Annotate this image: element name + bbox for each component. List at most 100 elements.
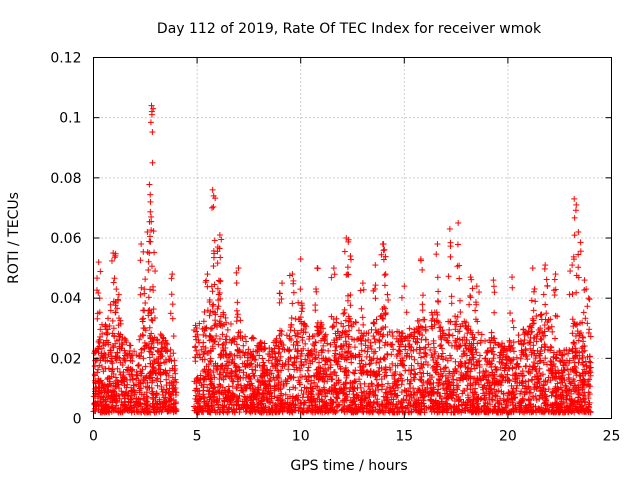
data-point xyxy=(571,232,578,239)
data-point xyxy=(367,360,374,367)
data-point xyxy=(558,352,565,359)
data-point xyxy=(379,241,386,248)
data-point xyxy=(216,335,223,342)
data-point xyxy=(342,328,349,335)
data-point xyxy=(452,358,459,365)
data-point xyxy=(338,354,345,361)
data-point xyxy=(305,364,312,371)
data-point xyxy=(358,347,365,354)
data-point xyxy=(334,361,341,368)
data-point xyxy=(510,348,517,355)
data-point xyxy=(249,366,256,373)
data-point xyxy=(397,375,404,382)
data-point xyxy=(463,319,470,326)
data-point xyxy=(417,257,424,264)
data-point xyxy=(277,353,284,360)
data-point xyxy=(276,290,283,297)
data-point xyxy=(152,268,159,275)
data-point xyxy=(288,315,295,322)
data-point xyxy=(314,265,321,272)
data-point xyxy=(209,186,216,193)
data-point xyxy=(308,377,315,384)
data-point xyxy=(438,345,445,352)
data-point xyxy=(552,271,559,278)
data-point xyxy=(459,320,466,327)
data-point xyxy=(422,358,429,365)
data-point xyxy=(233,318,240,325)
data-point xyxy=(552,363,559,370)
data-point xyxy=(157,378,164,385)
data-point xyxy=(575,264,582,271)
data-point xyxy=(545,386,552,393)
data-point xyxy=(531,285,538,292)
data-point xyxy=(540,359,547,366)
data-point xyxy=(213,332,220,339)
x-tick-label: 0 xyxy=(89,429,98,445)
data-point xyxy=(302,321,309,328)
data-point xyxy=(460,348,467,355)
data-point xyxy=(290,280,297,287)
data-point xyxy=(581,347,588,354)
data-point xyxy=(95,290,102,297)
data-point xyxy=(293,355,300,362)
data-point xyxy=(215,277,222,284)
data-point xyxy=(318,328,325,335)
data-point xyxy=(384,291,391,298)
data-point xyxy=(476,289,483,296)
data-point xyxy=(558,379,565,386)
data-point xyxy=(346,353,353,360)
y-tick-label: 0 xyxy=(73,412,82,428)
data-point xyxy=(169,374,176,381)
data-point xyxy=(110,279,117,286)
data-point xyxy=(580,309,587,316)
data-point xyxy=(488,385,495,392)
data-point xyxy=(111,254,118,261)
data-point xyxy=(382,271,389,278)
data-point xyxy=(91,363,98,370)
data-point xyxy=(510,391,517,398)
data-point xyxy=(490,283,497,290)
data-point xyxy=(161,359,168,366)
data-point xyxy=(341,306,348,313)
data-point xyxy=(327,361,334,368)
data-point xyxy=(93,287,100,294)
data-point xyxy=(241,360,248,367)
data-point xyxy=(381,342,388,349)
data-point xyxy=(209,325,216,332)
data-point xyxy=(209,288,216,295)
data-point xyxy=(490,374,497,381)
data-point xyxy=(169,315,176,322)
data-point xyxy=(404,376,411,383)
data-point xyxy=(110,388,117,395)
data-point xyxy=(456,343,463,350)
data-point xyxy=(401,283,408,290)
data-point xyxy=(357,287,364,294)
data-point xyxy=(230,391,237,398)
data-point xyxy=(330,265,337,272)
data-point xyxy=(214,305,221,312)
data-point xyxy=(573,201,580,208)
x-tick-labels: 0 5 10 15 20 25 xyxy=(89,429,620,445)
data-point xyxy=(384,351,391,358)
data-point xyxy=(320,384,327,391)
data-point xyxy=(283,332,290,339)
data-point xyxy=(240,369,247,376)
data-point xyxy=(467,292,474,299)
y-tick-label: 0.08 xyxy=(50,171,81,187)
data-point xyxy=(267,375,274,382)
data-point xyxy=(537,357,544,364)
data-point xyxy=(573,289,580,296)
data-point xyxy=(569,262,576,269)
data-point xyxy=(419,382,426,389)
data-point xyxy=(372,295,379,302)
y-tick-label: 0.02 xyxy=(50,351,81,367)
data-point xyxy=(240,342,247,349)
data-point xyxy=(339,352,346,359)
data-point xyxy=(112,374,119,381)
data-point xyxy=(375,381,382,388)
data-point xyxy=(455,219,462,226)
data-point xyxy=(392,368,399,375)
data-point xyxy=(476,352,483,359)
data-point xyxy=(212,317,219,324)
